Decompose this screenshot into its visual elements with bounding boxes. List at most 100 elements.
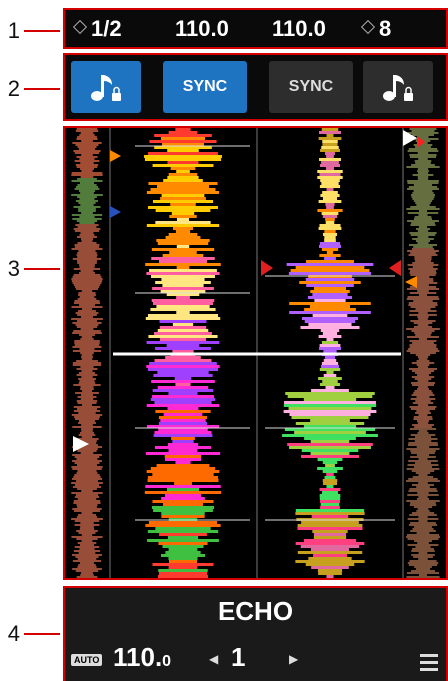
deck2-waveform-bar [301,455,359,458]
deck1-waveform-bar [148,206,218,209]
overview-right-bar [418,482,428,484]
cue-marker [417,136,425,148]
deck2-waveform-bar [287,395,373,398]
deck2-waveform-bar [318,377,342,380]
overview-right-bar [407,544,439,546]
beat-decrease-icon[interactable]: ◀ [209,652,219,666]
overview-left-bar [78,208,96,210]
overview-right-bar [409,156,437,158]
deck2-waveform-bar [295,509,365,512]
overview-left-bar [71,536,103,538]
overview-right-bar [409,286,437,288]
beat-increase-icon[interactable]: ▶ [289,652,299,666]
waveform-canvas[interactable] [65,128,446,578]
overview-left-bar [76,448,98,450]
deck1-waveform-bar [164,455,202,458]
overview-left-bar [76,156,98,158]
overview-right-bar [417,432,429,434]
overview-right-bar [415,412,431,414]
deck2-waveform-bar [324,476,336,479]
deck2-sync-button[interactable]: SYNC [269,61,353,113]
overview-right-bar [408,186,438,188]
overview-right-bar [409,346,437,348]
overview-left-bar [74,474,100,476]
overview-right-bar [409,292,437,294]
deck1-waveform-bar [167,161,199,164]
music-note-lock-icon [91,75,121,101]
overview-right-bar [409,154,437,156]
overview-left-bar [75,438,99,440]
deck2-waveform-bar [317,467,343,470]
hamburger-menu-icon[interactable] [420,654,438,675]
deck1-waveform-bar [152,563,214,566]
deck1-waveform-bar [169,215,197,218]
deck2-waveform-bar [288,272,372,275]
overview-left-bar [71,174,103,176]
overview-left-bar [77,506,97,508]
deck1-waveform-bar [163,179,203,182]
overview-left-bar [72,276,102,278]
deck2-waveform-bar [319,488,341,491]
overview-left-bar [74,188,100,190]
deck1-waveform-bar [155,527,211,530]
deck1-keylock-button[interactable] [71,61,141,113]
overview-right-bar [415,546,431,548]
deck2-waveform-bar [321,248,339,251]
overview-right-bar [407,132,439,134]
deck1-waveform-bar [149,362,217,365]
overview-right-bar [418,558,428,560]
overview-left-bar [71,492,103,494]
overview-right-bar [407,212,439,214]
overview-left-bar [77,498,97,500]
overview-left-bar [78,292,96,294]
overview-right-bar [418,294,428,296]
overview-right-bar [413,184,433,186]
deck1-waveform-bar [146,365,220,368]
deck2-keylock-button[interactable] [363,61,433,113]
overview-right-bar [417,374,429,376]
overview-left-bar [81,490,93,492]
deck1-waveform-bar [165,236,201,239]
overview-left-bar [79,272,95,274]
overview-right-bar [410,530,436,532]
overview-left-bar [77,136,97,138]
deck1-sync-button[interactable]: SYNC [163,61,247,113]
overview-right-bar [408,490,438,492]
deck2-waveform-bar [312,530,348,533]
overview-right-bar [416,486,430,488]
overview-right-bar [409,488,437,490]
deck2-waveform-bar [321,161,339,164]
deck1-waveform-bar [147,476,219,479]
overview-left-bar [71,214,103,216]
deck1-waveform-bar [160,290,206,293]
deck2-waveform-bar [317,569,343,572]
overview-right-bar [415,334,431,336]
deck1-waveform-bar [168,548,198,551]
deck2-waveform-bar [306,260,354,263]
overview-left-bar [81,308,93,310]
overview-left-bar [80,366,94,368]
overview-left-bar [81,240,93,242]
overview-left-bar [71,194,103,196]
auto-badge[interactable]: AUTO [71,654,103,666]
overview-left-bar [80,388,94,390]
overview-right-bar [408,460,438,462]
overview-left-bar [72,568,102,570]
deck2-waveform-bar [297,524,363,527]
effect-name[interactable]: ECHO [217,596,294,626]
overview-right-bar [411,164,435,166]
cue-marker [110,150,121,162]
deck2-waveform-bar [285,392,375,395]
overview-left-bar [79,334,95,336]
deck2-waveform-bar [319,245,341,248]
deck2-waveform-bar [303,425,357,428]
deck2-waveform-bar [319,254,341,257]
overview-right-bar [418,574,428,576]
deck1-waveform-bar [151,275,215,278]
deck2-waveform-bar [308,557,352,560]
overview-right-bar [417,380,429,382]
waveform-display[interactable] [63,126,448,580]
overview-left-bar [73,268,101,270]
overview-left-bar [74,244,100,246]
overview-left-bar [71,414,103,416]
